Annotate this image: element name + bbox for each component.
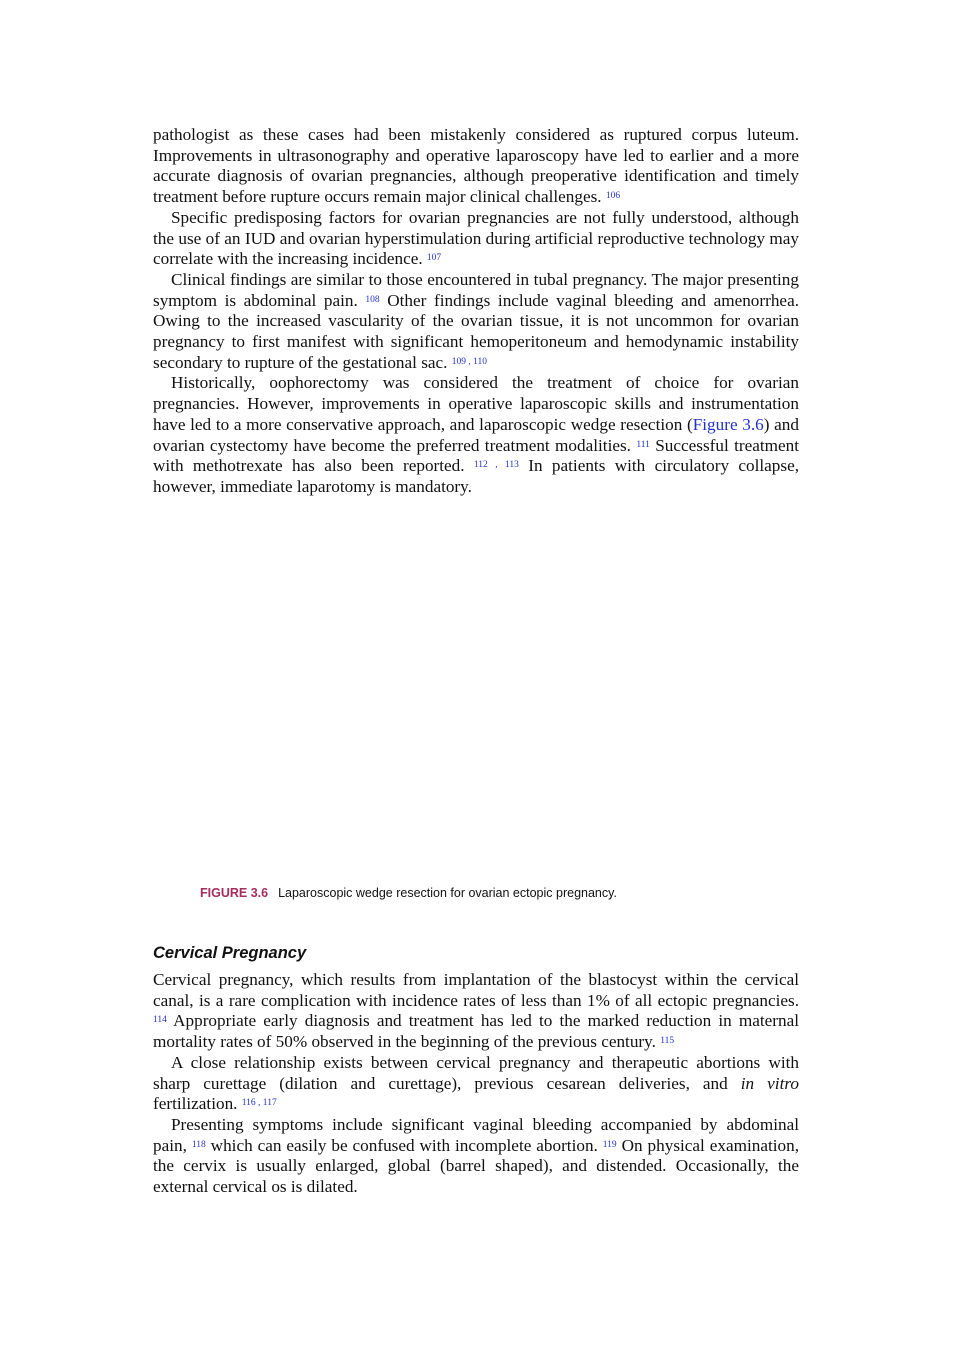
- text-run: fertilization.: [153, 1094, 242, 1114]
- reference[interactable]: 115: [660, 1036, 675, 1047]
- italic-run: in vitro: [740, 1073, 799, 1093]
- text-run: which can easily be confused with incomp…: [205, 1135, 603, 1155]
- text-run: On physical examination, the cervix is u…: [153, 1135, 800, 1197]
- reference[interactable]: 107: [426, 253, 442, 264]
- text-run: ) and ovarian cystectomy have become the…: [153, 414, 799, 455]
- text-run: Successful treatment with methotrexate h…: [153, 435, 799, 476]
- reference[interactable]: 111: [636, 439, 650, 450]
- figure-label: FIGURE 3.6: [200, 886, 269, 900]
- reference[interactable]: 118: [191, 1139, 206, 1150]
- paragraph: A close relationship exists between cerv…: [153, 1053, 799, 1115]
- paragraph: Historically, oophorectomy was considere…: [153, 373, 799, 497]
- reference[interactable]: 116 , 117: [241, 1098, 277, 1109]
- reference[interactable]: 114: [153, 1015, 167, 1026]
- caption-text: Laparoscopic wedge resection for ovarian…: [278, 886, 617, 900]
- paragraph: pathologist as these cases had been mist…: [153, 125, 799, 208]
- text-run: Specific predisposing factors for ovaria…: [153, 207, 799, 269]
- reference[interactable]: 112 , 113: [473, 460, 519, 471]
- text-run: Clinical findings are similar to those e…: [153, 269, 799, 310]
- text-run: Presenting symptoms include significant …: [153, 1114, 799, 1155]
- paragraph: Clinical findings are similar to those e…: [153, 270, 799, 374]
- paragraph: Presenting symptoms include significant …: [153, 1115, 799, 1198]
- text-run: Other findings include vaginal bleeding …: [153, 290, 799, 372]
- text-run: Cervical pregnancy, which results from i…: [153, 970, 799, 1010]
- reference[interactable]: 108: [365, 294, 380, 305]
- text-run: pathologist as these cases had been mist…: [153, 125, 799, 207]
- paragraph: Cervical pregnancy, which results from i…: [153, 970, 799, 1053]
- section-body: Cervical pregnancy, which results from i…: [153, 970, 799, 1198]
- text-run: A close relationship exists between cerv…: [153, 1052, 799, 1093]
- text-run: Historically, oophorectomy was considere…: [153, 373, 799, 434]
- paragraph: Specific predisposing factors for ovaria…: [153, 208, 799, 270]
- figure-caption: FIGURE 3.6 Laparoscopic wedge resection f…: [200, 886, 617, 900]
- reference[interactable]: 109 , 110: [451, 356, 488, 367]
- section-body: pathologist as these cases had been mist…: [153, 125, 799, 498]
- reference[interactable]: 106: [605, 191, 621, 202]
- text-run: In patients with circulatory collapse, h…: [153, 456, 799, 496]
- figure-link[interactable]: Figure 3.6: [692, 414, 764, 434]
- reference[interactable]: 119: [602, 1139, 617, 1150]
- section-heading: Cervical Pregnancy: [153, 944, 307, 962]
- text-run: Appropriate early diagnosis and treatmen…: [153, 1011, 799, 1052]
